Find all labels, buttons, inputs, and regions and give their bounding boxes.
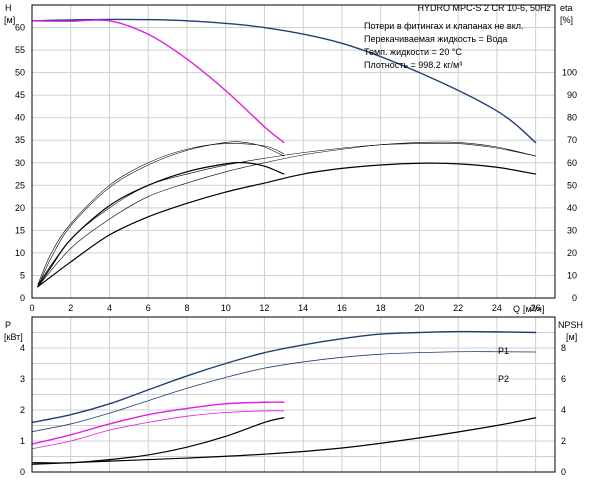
x-tick-label: 10 (221, 303, 231, 313)
x-tick-label: 6 (146, 303, 151, 313)
top-left-tick-label: 20 (15, 203, 25, 213)
bottom-series-5 (31, 417, 537, 465)
bottom-right-axis-label: NPSH (558, 320, 583, 330)
tick-labels: 0 2 4 6 8 10 12 14 16 18 20 22 24 2605101520253035404… (15, 23, 577, 477)
note-line-1: Потери в фитингах и клапанах не вкл. (364, 21, 524, 31)
bottom-series-2 (31, 401, 285, 445)
x-tick-label: 20 (414, 303, 424, 313)
bottom-curves (31, 330, 537, 465)
top-left-tick-label: 55 (15, 45, 25, 55)
bottom-left-tick-label: 1 (20, 436, 25, 446)
top-left-tick-label: 35 (15, 135, 25, 145)
x-tick-label: 18 (376, 303, 386, 313)
bottom-left-tick-label: 2 (20, 405, 25, 415)
x-axis-label: Q (513, 304, 520, 314)
x-tick-label: 4 (107, 303, 112, 313)
bottom-series-0 (31, 330, 537, 424)
x-tick-label: 22 (453, 303, 463, 313)
bottom-grid (31, 316, 555, 473)
top-right-tick-label: 0 (572, 293, 577, 303)
top-left-tick-label: 30 (15, 158, 25, 168)
bottom-left-tick-label: 0 (20, 467, 25, 477)
bottom-right-axis-unit: [м] (566, 332, 577, 342)
top-left-tick-label: 45 (15, 90, 25, 100)
x-tick-label: 14 (298, 303, 308, 313)
top-left-axis-unit: [м] (4, 15, 15, 25)
top-left-tick-label: 25 (15, 180, 25, 190)
top-series-3 (37, 141, 285, 288)
top-series-2 (37, 161, 285, 288)
bottom-left-tick-label: 3 (20, 374, 25, 384)
top-series-0 (31, 18, 537, 144)
bottom-right-tick-label: 2 (561, 436, 566, 446)
top-left-tick-label: 10 (15, 248, 25, 258)
x-tick-label: 26 (531, 303, 541, 313)
bottom-left-tick-label: 4 (20, 343, 25, 353)
x-tick-label: 12 (259, 303, 269, 313)
top-series-7 (37, 142, 536, 285)
top-right-tick-label: 100 (562, 68, 577, 78)
top-left-tick-label: 40 (15, 113, 25, 123)
top-right-tick-label: 40 (567, 203, 577, 213)
top-left-axis-label: H (5, 3, 12, 13)
top-right-tick-label: 80 (567, 113, 577, 123)
x-tick-label: 2 (68, 303, 73, 313)
bottom-right-tick-label: 8 (561, 343, 566, 353)
x-axis-unit: [м³/ч] (523, 304, 544, 314)
top-left-tick-label: 5 (20, 270, 25, 280)
x-tick-label: 16 (337, 303, 347, 313)
bottom-right-tick-label: 6 (561, 374, 566, 384)
top-right-tick-label: 50 (567, 180, 577, 190)
top-right-axis-unit: [%] (560, 15, 573, 25)
top-series-5 (37, 141, 536, 288)
top-curves (31, 18, 537, 288)
top-left-tick-label: 50 (15, 68, 25, 78)
top-right-axis-label: eta (560, 3, 573, 13)
bottom-left-axis-unit: [кВт] (4, 332, 23, 342)
series-label-p2: P2 (498, 374, 509, 384)
top-plot-frame (31, 4, 556, 299)
x-tick-label: 0 (29, 303, 34, 313)
note-line-2: Перекачиваемая жидкость = Вода (364, 34, 507, 44)
bottom-right-tick-label: 0 (561, 467, 566, 477)
top-right-tick-label: 60 (567, 158, 577, 168)
bottom-left-axis-label: P (5, 320, 11, 330)
top-right-tick-label: 20 (567, 248, 577, 258)
top-left-tick-label: 15 (15, 225, 25, 235)
x-tick-label: 24 (492, 303, 502, 313)
top-right-tick-label: 70 (567, 135, 577, 145)
chart-title: HYDRO MPC-S 2 CR 10-6, 50Hz (417, 3, 551, 13)
top-right-tick-label: 10 (567, 270, 577, 280)
note-line-3: Темп. жидкости = 20 °C (364, 47, 462, 57)
top-right-tick-label: 90 (567, 90, 577, 100)
bottom-plot-frame (31, 316, 556, 473)
top-series-6 (37, 143, 285, 285)
top-right-tick-label: 30 (567, 225, 577, 235)
series-label-p1: P1 (498, 346, 509, 356)
top-left-tick-label: 0 (20, 293, 25, 303)
bottom-series-1 (31, 351, 537, 433)
bottom-right-tick-label: 4 (561, 405, 566, 415)
x-tick-label: 8 (184, 303, 189, 313)
top-grid (31, 5, 555, 299)
note-line-4: Плотность = 998.2 кг/м³ (364, 60, 462, 70)
top-left-tick-label: 60 (15, 23, 25, 33)
bottom-series-3 (31, 410, 285, 450)
top-series-4 (37, 162, 537, 288)
top-series-1 (31, 19, 285, 144)
